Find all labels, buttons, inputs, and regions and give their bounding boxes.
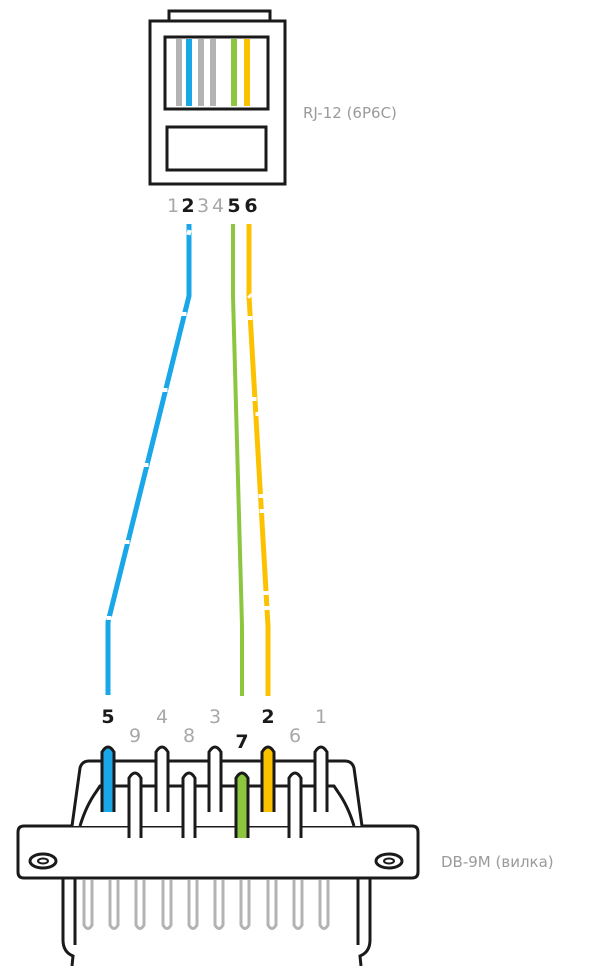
db9-pin-1-contact [313,745,329,812]
db9-flange [16,824,420,880]
db9-solder-cups [82,880,330,930]
rj12-pin-5: 5 [227,195,240,217]
rj12-connector [148,9,287,186]
wires [105,224,271,696]
db9-pin-4-contact [154,745,170,812]
db9-pin-3-contact [207,745,223,812]
db9-pin-9-contact [127,771,143,838]
db9-pin-8-contact [181,771,197,838]
wire-green [231,224,244,696]
db9-pins [100,745,329,838]
rj12-pin-2: 2 [181,195,194,217]
rj12-pin-1: 1 [167,195,179,217]
wire-blue [105,224,192,695]
wire-yellow [246,224,271,696]
rj12-contact-2 [186,39,192,106]
rj12-pin-6: 6 [244,195,257,217]
rj12-contact-4 [210,39,216,106]
db9-pin-7-contact [234,771,250,838]
rj12-contact-5 [231,39,237,106]
rj12-contact-6 [244,39,250,106]
rj12-contact-1 [176,39,182,106]
rj12-pin-numbers: 1 2 3 4 5 6 [167,195,258,217]
rj12-label: RJ-12 (6P6C) [303,104,397,122]
db9-pin-5-contact [100,745,116,812]
rj12-contact-3 [198,39,204,106]
db9-connector [16,745,420,966]
db9-pin-2-contact [260,745,276,812]
rj12-pin-4: 4 [212,195,224,217]
db9-pin-8: 8 [183,725,195,747]
db9-pin-2: 2 [261,706,274,728]
db9-pin-6-contact [287,771,303,838]
db9-pin-numbers: 5 4 3 2 1 9 8 7 6 [101,706,327,753]
db9-label: DB-9M (вилка) [441,853,554,871]
db9-pin-6: 6 [289,725,301,747]
db9-pin-7: 7 [235,731,248,753]
db9-pin-9: 9 [129,725,141,747]
rj12-pin-3: 3 [197,195,209,217]
db9-pin-1: 1 [315,706,327,728]
db9-pin-3: 3 [209,706,221,728]
db9-pin-4: 4 [156,706,168,728]
db9-pin-5: 5 [101,706,114,728]
